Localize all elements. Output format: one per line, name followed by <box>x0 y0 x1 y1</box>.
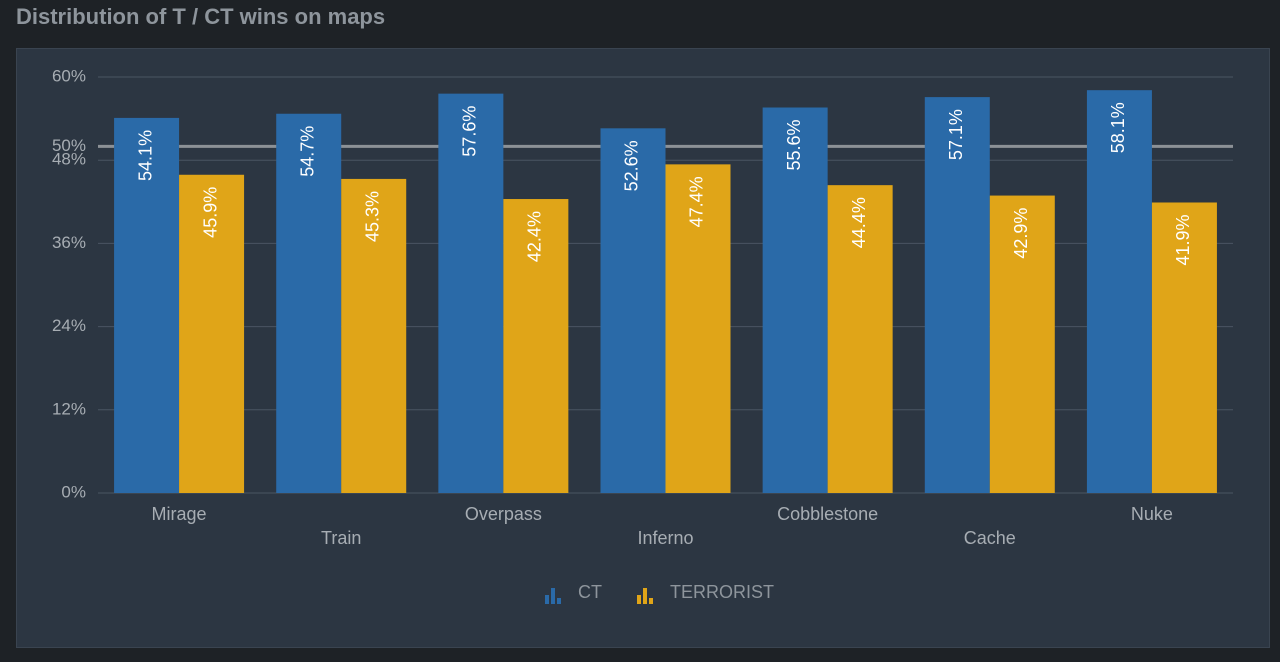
legend-item: CT <box>545 582 602 604</box>
reference-label: 50% <box>52 136 86 155</box>
bar <box>341 178 407 494</box>
bar <box>1086 90 1152 493</box>
legend-item: TERRORIST <box>637 582 774 604</box>
legend-label: CT <box>578 582 602 602</box>
data-label: 52.6% <box>622 140 642 191</box>
data-label: 55.6% <box>784 120 804 171</box>
bar <box>762 107 828 494</box>
legend-icon <box>643 588 647 604</box>
bar <box>600 128 666 493</box>
bar <box>665 164 731 494</box>
legend-label: TERRORIST <box>670 582 774 602</box>
bar <box>438 93 504 493</box>
y-tick-label: 36% <box>52 233 86 252</box>
x-tick-label: Mirage <box>152 504 207 524</box>
y-tick-label: 0% <box>61 482 86 501</box>
bar <box>114 117 180 493</box>
data-label: 54.1% <box>135 130 155 181</box>
bar <box>276 113 342 493</box>
x-tick-label: Inferno <box>637 528 693 548</box>
legend-icon <box>551 588 555 604</box>
data-label: 45.3% <box>362 191 382 242</box>
data-label: 42.9% <box>1011 208 1031 259</box>
bar <box>924 97 990 494</box>
data-label: 58.1% <box>1108 102 1128 153</box>
data-label: 42.4% <box>525 211 545 262</box>
bar <box>1151 202 1217 493</box>
legend-icon <box>545 595 549 604</box>
y-tick-label: 12% <box>52 399 86 418</box>
data-label: 57.6% <box>460 106 480 157</box>
legend-icon <box>557 598 561 604</box>
x-tick-label: Cache <box>964 528 1016 548</box>
y-tick-label: 60% <box>52 66 86 85</box>
data-label: 45.9% <box>200 187 220 238</box>
data-label: 57.1% <box>946 109 966 160</box>
bar <box>989 195 1055 493</box>
bar <box>179 174 245 493</box>
x-tick-label: Train <box>321 528 361 548</box>
x-tick-label: Overpass <box>465 504 542 524</box>
x-tick-label: Nuke <box>1131 504 1173 524</box>
y-tick-label: 24% <box>52 316 86 335</box>
data-label: 47.4% <box>687 176 707 227</box>
x-tick-label: Cobblestone <box>777 504 878 524</box>
chart-title: Distribution of T / CT wins on maps <box>16 4 386 29</box>
data-label: 41.9% <box>1173 214 1193 265</box>
bar <box>503 199 569 493</box>
legend-icon <box>649 598 653 604</box>
data-label: 54.7% <box>297 126 317 177</box>
legend-icon <box>637 595 641 604</box>
data-label: 44.4% <box>849 197 869 248</box>
bar <box>827 185 893 493</box>
y-tick-label: 48% <box>52 150 86 169</box>
